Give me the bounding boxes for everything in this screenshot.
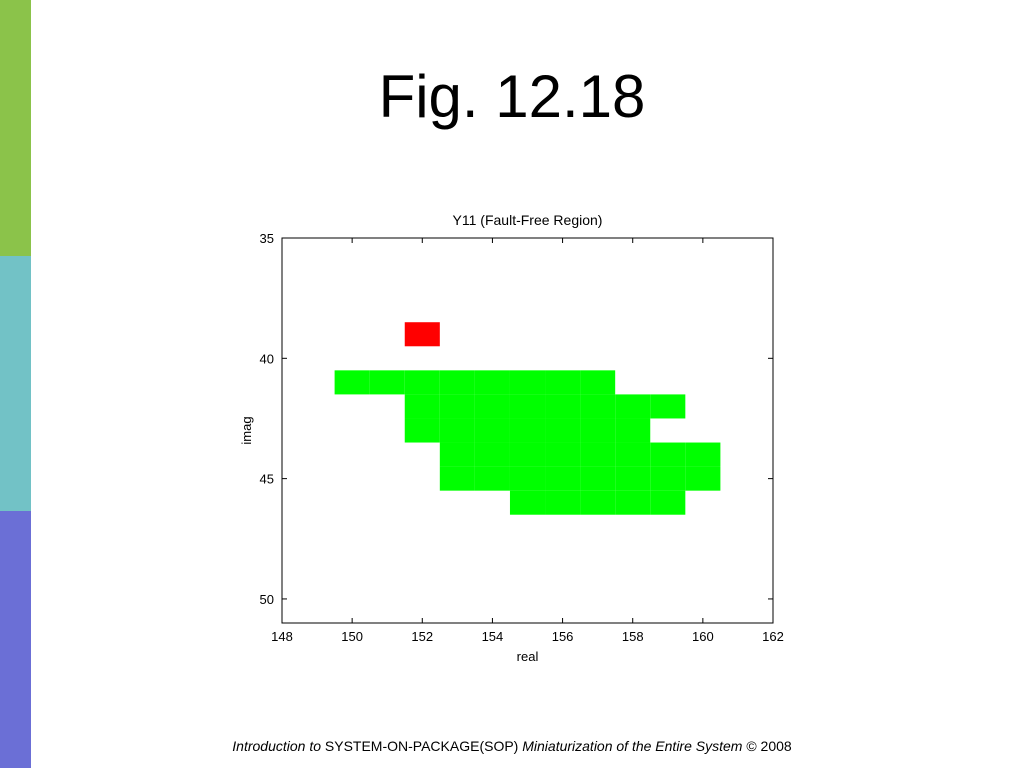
sidebar-band-blue <box>0 511 31 768</box>
fault-free-cell <box>509 418 546 443</box>
x-axis-label: real <box>517 649 539 664</box>
fault-free-cell <box>545 418 581 443</box>
y-tick-label: 40 <box>260 351 274 366</box>
fault-free-cell <box>509 490 546 515</box>
axes-box <box>281 237 774 624</box>
y-tick-label: 35 <box>260 231 274 246</box>
fault-free-cell <box>685 466 721 491</box>
x-tick-label: 150 <box>341 629 363 644</box>
fault-free-cell <box>650 466 686 491</box>
x-tick-label: 156 <box>552 629 574 644</box>
footer-intro: Introduction to <box>232 738 322 754</box>
fault-free-cell <box>580 442 616 467</box>
footer-copyright: © 2008 <box>746 738 792 754</box>
fault-free-cell <box>509 442 546 467</box>
sidebar-stripe <box>0 0 31 768</box>
x-tick-label: 154 <box>482 629 504 644</box>
fault-free-cell <box>580 490 616 515</box>
fault-free-cell <box>650 490 686 515</box>
fault-free-cell <box>439 418 475 443</box>
x-tick-label: 158 <box>622 629 644 644</box>
fault-free-cell <box>650 394 686 419</box>
fault-free-cell <box>685 442 721 467</box>
fault-free-cell <box>580 394 616 419</box>
fault-free-cell <box>404 418 440 443</box>
fault-free-cell <box>439 370 475 395</box>
fault-free-cell <box>650 442 686 467</box>
x-tick-label: 152 <box>411 629 433 644</box>
fault-free-cell <box>439 466 475 491</box>
fault-free-cell <box>615 418 651 443</box>
x-tick-label: 162 <box>762 629 784 644</box>
fault-free-cell <box>474 466 510 491</box>
fault-free-cell <box>404 370 440 395</box>
fault-free-cell <box>439 394 475 419</box>
fault-cell <box>404 322 440 347</box>
x-tick-label: 148 <box>271 629 293 644</box>
slide-title: Fig. 12.18 <box>378 63 646 130</box>
fault-free-cell <box>509 394 546 419</box>
fault-free-cell <box>545 466 581 491</box>
fault-free-cell <box>615 442 651 467</box>
fault-free-cell <box>580 418 616 443</box>
footer-subtitle: Miniaturization of the Entire System <box>522 738 743 754</box>
footer: Introduction to SYSTEM-ON-PACKAGE(SOP) M… <box>0 738 1024 754</box>
fault-free-cell <box>580 370 616 395</box>
fault-free-cell <box>509 370 546 395</box>
fault-free-cell <box>474 394 510 419</box>
sidebar-band-green <box>0 0 31 256</box>
fault-free-cell <box>615 490 651 515</box>
fault-free-cell <box>615 466 651 491</box>
fault-free-cell <box>545 490 581 515</box>
fault-free-cell <box>615 394 651 419</box>
fault-free-cell <box>545 370 581 395</box>
footer-book: SYSTEM-ON-PACKAGE(SOP) <box>324 738 519 754</box>
fault-free-cell <box>474 442 510 467</box>
fault-free-cell <box>439 442 475 467</box>
fault-free-cell <box>545 394 581 419</box>
chart-title: Y11 (Fault-Free Region) <box>453 212 603 228</box>
chart: 148 150 152 154 156 158 160 162 35 40 45 50 Y11 (Fau… <box>239 212 784 664</box>
y-tick-label: 45 <box>260 472 274 487</box>
y-axis-label: imag <box>239 416 254 444</box>
fault-free-cell <box>580 466 616 491</box>
y-tick-label: 50 <box>260 592 274 607</box>
fault-free-cell <box>334 370 370 395</box>
fault-free-cell <box>545 442 581 467</box>
fault-free-cell <box>404 394 440 419</box>
fault-free-cell <box>474 370 510 395</box>
fault-free-cell <box>369 370 405 395</box>
sidebar-band-teal <box>0 256 31 511</box>
fault-free-cell <box>474 418 510 443</box>
x-tick-label: 160 <box>692 629 714 644</box>
fault-free-cell <box>509 466 546 491</box>
